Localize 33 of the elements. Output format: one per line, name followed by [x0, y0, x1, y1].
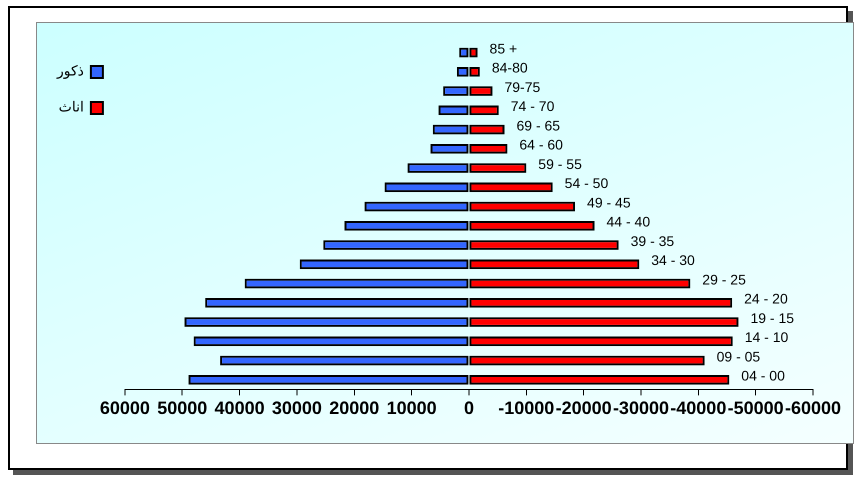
x-tick-label: -10000	[498, 398, 554, 418]
x-tick-label: 50000	[157, 398, 208, 418]
y-tick-label: 85 +	[490, 40, 518, 56]
x-tick-label: -50000	[728, 398, 784, 418]
y-tick-label: 29 - 25	[702, 271, 746, 288]
legend-label: ذكور	[56, 64, 84, 80]
y-tick-label: 74 - 70	[510, 98, 555, 114]
x-tick-label: 20000	[329, 398, 380, 418]
y-tick-label: 14 - 10	[744, 329, 789, 346]
y-tick-label: 39 - 35	[630, 232, 674, 249]
y-tick-label: 49 - 45	[587, 194, 631, 210]
y-tick-label: 64 - 60	[519, 136, 564, 153]
y-tick-label: 34 - 30	[651, 252, 696, 268]
x-tick-label: -60000	[784, 398, 842, 418]
y-tick-label: 44 - 40	[606, 214, 650, 230]
x-tick-label: 0	[464, 398, 474, 418]
x-tick-label: 30000	[272, 398, 322, 418]
y-tick-label: 59 - 55	[538, 156, 582, 172]
x-tick-label: -20000	[556, 398, 612, 418]
x-tick-label: 10000	[386, 398, 437, 418]
y-tick-label: 79-75	[504, 78, 540, 95]
y-tick-label: 24 - 20	[744, 290, 788, 307]
y-tick-label: 09 - 05	[716, 348, 760, 364]
y-tick-label: 54 - 50	[564, 175, 608, 192]
y-tick-label: 69 - 65	[516, 117, 560, 134]
x-tick-label: 40000	[214, 398, 265, 418]
y-tick-label: 04 - 00	[741, 368, 786, 384]
y-tick-label: 84-80	[492, 60, 528, 76]
legend-label: اناث	[58, 100, 84, 116]
x-tick-label: -40000	[670, 398, 726, 418]
x-tick-label: -30000	[612, 398, 670, 418]
x-tick-label: 60000	[100, 398, 150, 418]
y-tick-label: 19 - 15	[750, 310, 794, 326]
